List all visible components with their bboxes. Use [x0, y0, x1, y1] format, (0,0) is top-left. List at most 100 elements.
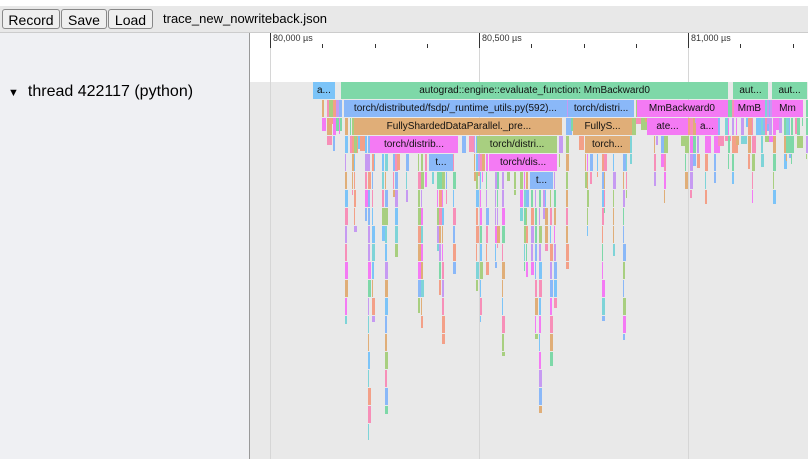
trace-slice-sliver[interactable] [350, 118, 351, 135]
record-button[interactable]: Record [2, 9, 60, 29]
trace-slice-sliver[interactable] [333, 136, 335, 151]
trace-slice-sliver[interactable] [395, 244, 398, 258]
trace-slice-sliver[interactable] [365, 208, 367, 222]
trace-slice-sliver[interactable] [645, 118, 648, 122]
trace-slice-sliver[interactable] [654, 172, 656, 187]
trace-slice-sliver[interactable] [368, 316, 369, 333]
trace-slice-sliver[interactable] [531, 244, 533, 261]
trace-slice-sliver[interactable] [372, 226, 375, 243]
trace-slice-sliver[interactable] [368, 334, 369, 351]
trace-slice-sliver[interactable] [480, 262, 483, 279]
trace-slice-sliver[interactable] [773, 136, 776, 153]
trace-slice-sliver[interactable] [681, 136, 686, 146]
trace-slice-sliver[interactable] [476, 154, 478, 171]
trace-slice-sliver[interactable] [630, 154, 632, 165]
trace-slice-sliver[interactable] [784, 154, 787, 170]
trace-slice-sliver[interactable] [535, 208, 537, 225]
trace-slice-sliver[interactable] [395, 172, 398, 189]
trace-slice-sliver[interactable] [623, 316, 626, 333]
trace-slice[interactable]: a... [695, 118, 719, 135]
trace-slice-sliver[interactable] [613, 226, 614, 243]
trace-slice-sliver[interactable] [502, 298, 503, 315]
trace-slice-sliver[interactable] [333, 118, 336, 135]
trace-slice-sliver[interactable] [545, 226, 548, 243]
trace-slice-sliver[interactable] [693, 136, 696, 153]
thread-track-header[interactable]: ▼ thread 422117 (python) [8, 83, 193, 101]
trace-slice-sliver[interactable] [368, 406, 371, 423]
trace-slice-sliver[interactable] [495, 190, 496, 207]
trace-slice-sliver[interactable] [752, 154, 755, 171]
trace-slice-sliver[interactable] [535, 190, 536, 207]
trace-slice-sliver[interactable] [535, 280, 537, 297]
trace-slice-sliver[interactable] [602, 172, 605, 189]
trace-slice-sliver[interactable] [526, 226, 528, 243]
trace-slice-sliver[interactable] [432, 172, 434, 184]
triangle-down-icon[interactable]: ▼ [8, 87, 19, 99]
trace-slice-sliver[interactable] [476, 226, 479, 243]
trace-slice[interactable]: aut... [733, 82, 768, 99]
trace-slice-sliver[interactable] [539, 316, 541, 333]
trace-slice-sliver[interactable] [474, 136, 475, 153]
trace-slice-sliver[interactable] [664, 154, 666, 171]
trace-slice-sliver[interactable] [368, 298, 369, 315]
trace-slice-sliver[interactable] [476, 262, 479, 279]
trace-slice-sliver[interactable] [437, 208, 440, 225]
trace-slice-sliver[interactable] [613, 244, 615, 256]
trace-slice-sliver[interactable] [786, 154, 787, 161]
trace-slice-sliver[interactable] [502, 280, 503, 297]
trace-slice[interactable]: torch/distri... [568, 100, 635, 117]
trace-slice-sliver[interactable] [497, 208, 498, 225]
trace-slice-sliver[interactable] [597, 172, 598, 177]
trace-slice-sliver[interactable] [789, 154, 791, 159]
trace-slice-sliver[interactable] [693, 154, 696, 166]
trace-slice-sliver[interactable] [385, 262, 388, 279]
trace-slice-sliver[interactable] [623, 280, 624, 297]
trace-slice-sliver[interactable] [685, 118, 691, 135]
trace-slice-sliver[interactable] [352, 190, 353, 195]
time-ruler[interactable]: 80,000 µs 80,500 µs 81,000 µs [250, 33, 808, 49]
trace-slice-sliver[interactable] [437, 190, 438, 207]
trace-slice-sliver[interactable] [345, 136, 348, 153]
trace-slice-sliver[interactable] [395, 154, 398, 171]
trace-slice-sliver[interactable] [502, 226, 505, 243]
trace-slice-sliver[interactable] [623, 262, 625, 279]
trace-slice-sliver[interactable] [486, 226, 488, 243]
trace-slice-sliver[interactable] [497, 244, 498, 249]
trace-slice-sliver[interactable] [339, 118, 340, 134]
trace-slice-sliver[interactable] [550, 226, 551, 243]
trace-slice-sliver[interactable] [623, 334, 625, 341]
trace-slice-sliver[interactable] [418, 226, 421, 243]
trace-slice-sliver[interactable] [365, 190, 368, 207]
trace-slice-sliver[interactable] [752, 118, 753, 135]
trace-slice-sliver[interactable] [446, 172, 447, 189]
trace-slice-sliver[interactable] [486, 262, 489, 275]
trace-slice-sliver[interactable] [395, 190, 398, 207]
trace-slice-sliver[interactable] [795, 118, 798, 135]
trace-slice-sliver[interactable] [453, 154, 454, 171]
trace-slice-sliver[interactable] [550, 262, 552, 279]
trace-slice-sliver[interactable] [497, 226, 500, 243]
trace-slice-sliver[interactable] [765, 100, 767, 117]
trace-slice-sliver[interactable] [421, 298, 422, 315]
trace-slice-sliver[interactable] [476, 208, 478, 225]
trace-slice-sliver[interactable] [354, 208, 355, 225]
trace-slice-sliver[interactable] [554, 226, 555, 243]
trace-slice-sliver[interactable] [385, 190, 388, 207]
trace-slice-sliver[interactable] [350, 136, 352, 153]
trace-slice-sliver[interactable] [797, 118, 800, 135]
trace-slice-sliver[interactable] [368, 208, 370, 225]
trace-slice-sliver[interactable] [442, 226, 443, 243]
trace-slice-sliver[interactable] [393, 154, 395, 171]
trace-slice-sliver[interactable] [661, 154, 664, 168]
trace-slice-sliver[interactable] [539, 208, 540, 225]
trace-slice-sliver[interactable] [539, 190, 541, 207]
trace-slice-sliver[interactable] [524, 262, 525, 272]
trace-slice-sliver[interactable] [626, 172, 627, 189]
trace-slice-sliver[interactable] [732, 118, 734, 135]
trace-slice-sliver[interactable] [566, 118, 572, 135]
trace-slice-sliver[interactable] [806, 100, 808, 117]
trace-slice-sliver[interactable] [345, 154, 346, 171]
trace-slice-sliver[interactable] [761, 136, 763, 153]
trace-slice[interactable]: t... [529, 172, 553, 189]
trace-slice-sliver[interactable] [322, 118, 326, 132]
